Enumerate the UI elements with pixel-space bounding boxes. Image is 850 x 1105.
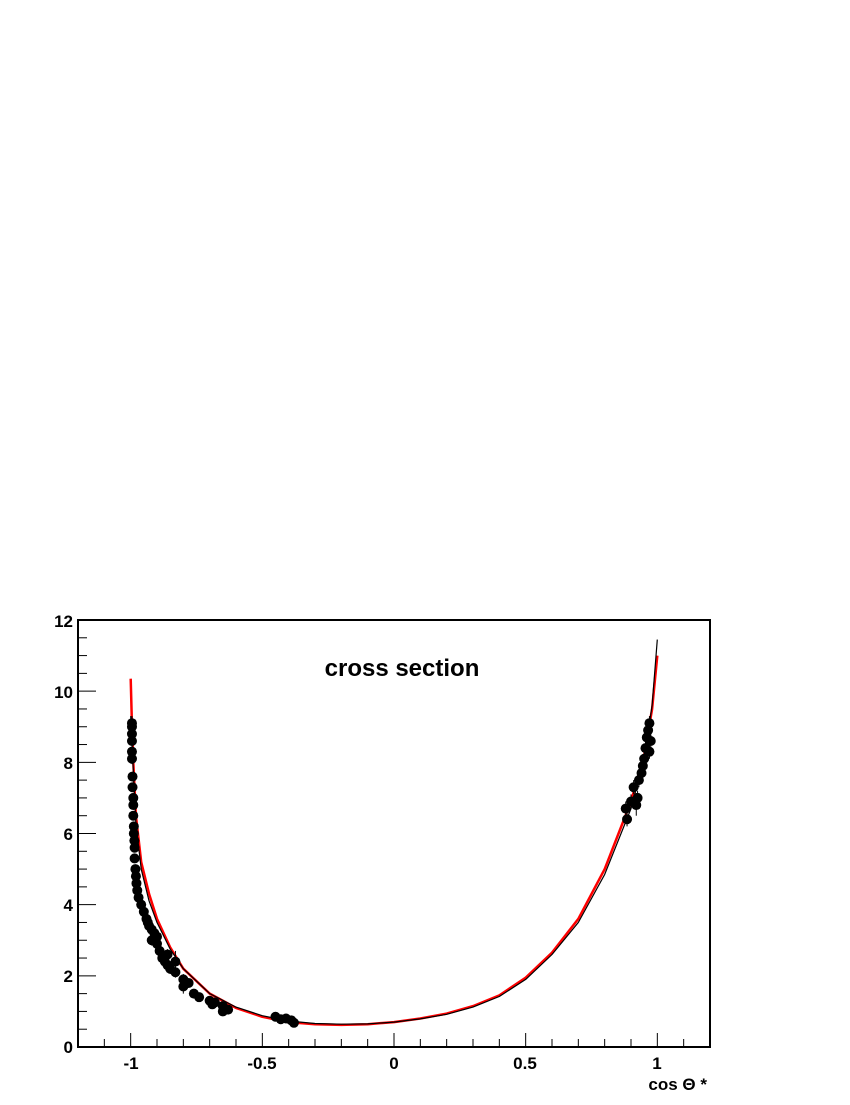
y-tick-label: 0: [64, 1038, 73, 1057]
data-point: [628, 782, 639, 793]
x-axis-label: cos Θ *: [648, 1075, 707, 1094]
x-tick-label: 0.5: [513, 1054, 537, 1073]
chart-title: cross section: [325, 655, 480, 682]
axis-ticks: [77, 619, 711, 1048]
y-tick-label: 8: [64, 754, 73, 773]
data-point: [128, 792, 139, 803]
data-point: [639, 753, 650, 764]
data-point: [644, 718, 655, 729]
data-point: [129, 835, 140, 846]
data-point: [126, 753, 137, 764]
y-tick-label: 4: [64, 896, 74, 915]
data-point: [126, 735, 137, 746]
x-tick-label: -1: [123, 1054, 138, 1073]
data-points: [126, 716, 656, 1028]
data-point: [128, 800, 139, 811]
fit-curve-red: [129, 655, 659, 1027]
data-point: [126, 746, 137, 757]
fit-curves: [129, 639, 659, 1027]
data-point: [632, 792, 643, 803]
data-point: [620, 803, 631, 814]
plot-frame: [77, 619, 711, 1048]
data-point: [128, 828, 139, 839]
data-point: [129, 853, 140, 864]
data-point: [128, 810, 139, 821]
y-tick-label: 2: [64, 967, 73, 986]
data-point: [170, 956, 181, 967]
x-tick-label: -0.5: [247, 1054, 276, 1073]
data-point: [127, 771, 138, 782]
x-tick-label: 1: [652, 1054, 661, 1073]
data-point: [130, 864, 141, 875]
data-point: [183, 977, 194, 988]
y-tick-label: 6: [64, 825, 73, 844]
data-point: [127, 782, 138, 793]
data-point: [129, 842, 140, 853]
data-point: [126, 728, 137, 739]
data-point: [194, 992, 205, 1003]
data-point: [209, 997, 220, 1008]
data-point: [152, 931, 162, 942]
data-point: [223, 1004, 234, 1015]
data-point: [622, 814, 633, 825]
data-point: [645, 735, 656, 746]
y-tick-label: 10: [54, 683, 73, 702]
fit-curve-black: [130, 639, 658, 1025]
y-tick-labels: 0 2 4 6 8 10 12: [54, 612, 73, 1057]
data-point: [288, 1017, 299, 1028]
data-point: [644, 746, 655, 757]
x-tick-labels: -1 -0.5 0 0.5 1: [123, 1054, 661, 1073]
data-point: [126, 721, 137, 732]
data-point: [162, 949, 173, 960]
x-tick-label: 0: [389, 1054, 398, 1073]
data-point: [128, 821, 139, 832]
y-tick-label: 12: [54, 612, 73, 631]
data-point: [130, 871, 141, 882]
